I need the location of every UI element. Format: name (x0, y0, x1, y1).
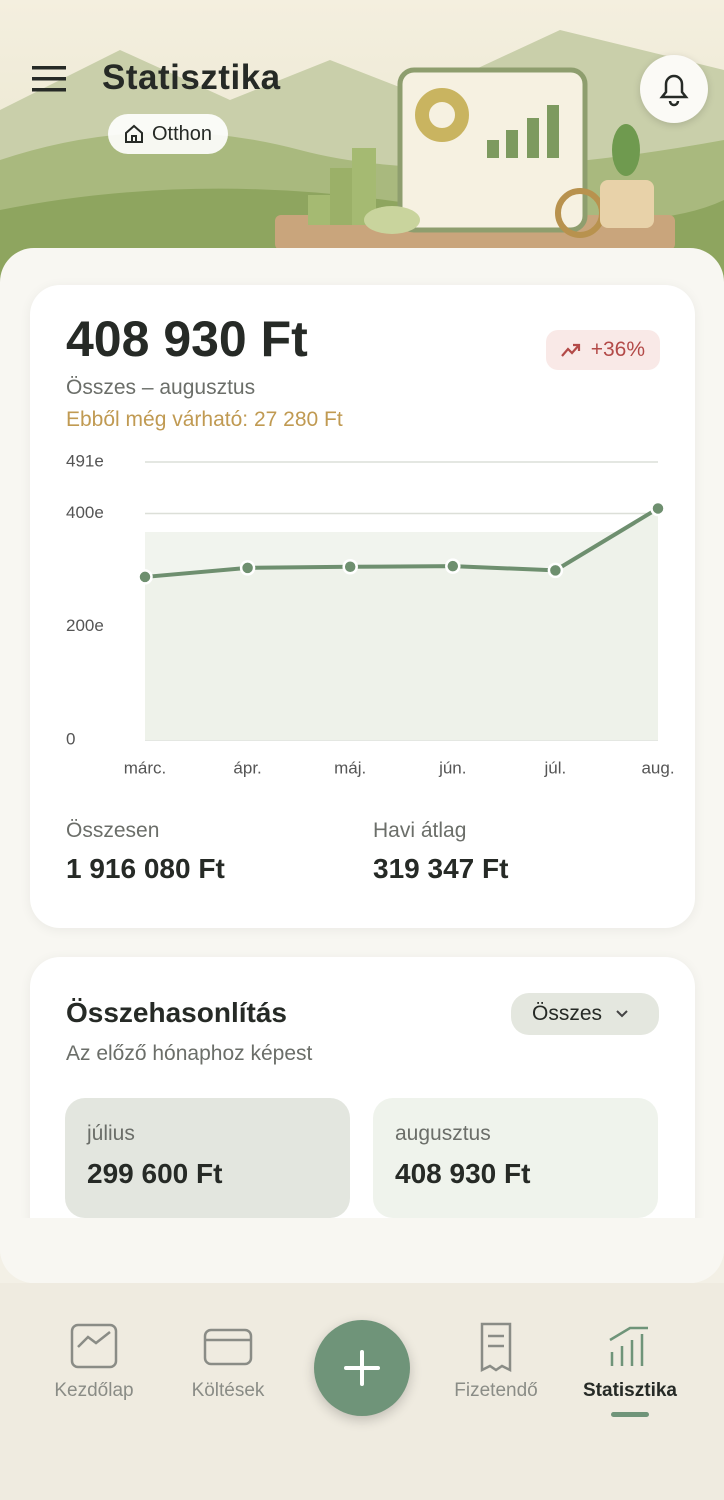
compare-amount: 299 600 Ft (87, 1158, 223, 1189)
y-tick-label: 491e (66, 451, 104, 470)
compare-month: augusztus (395, 1122, 491, 1145)
notification-button[interactable] (640, 55, 708, 123)
point (547, 562, 564, 579)
line-chart: 0 200e 400e 491e márc. ápr. máj. jún. júl. aug. (66, 451, 675, 777)
x-tick-label: ápr. (233, 758, 261, 777)
x-tick-label: jún. (438, 758, 466, 777)
nav-icons (70, 1322, 649, 1417)
nav-item[interactable]: Fizetendő (454, 1380, 538, 1401)
y-tick-label: 400e (66, 503, 104, 522)
x-tick-label: aug. (641, 758, 674, 777)
point (445, 558, 461, 574)
compare-card (65, 1098, 350, 1218)
x-tick-label: márc. (124, 758, 167, 777)
change-value: +36% (590, 338, 645, 361)
chevron-icon (616, 1010, 628, 1018)
point (239, 560, 256, 576)
bell-icon (659, 74, 689, 107)
nav-item[interactable]: Statisztika (583, 1380, 677, 1401)
nav-item[interactable]: Kezdőlap (54, 1380, 134, 1401)
sheet-bottom (0, 1218, 724, 1283)
compare-amount: 408 930 Ft (395, 1158, 531, 1189)
compare-month: július (87, 1122, 135, 1145)
x-tick-label: júl. (544, 758, 567, 777)
nav-item[interactable]: Költések (191, 1380, 265, 1401)
point (342, 558, 358, 575)
total-amount: 408 930 Ft (66, 311, 308, 367)
line (144, 506, 660, 579)
avg-label: Havi átlag (373, 819, 467, 842)
trend-icon (561, 343, 581, 357)
filter-dropdown[interactable]: Összes (511, 993, 659, 1035)
home-icon (125, 124, 143, 143)
plus-icon (344, 1350, 380, 1386)
point (650, 500, 666, 517)
sum-value: 1 916 080 Ft (66, 853, 225, 884)
expected-note: Ebből még várható: 27 280 Ft (66, 408, 343, 431)
x-tick-label: máj. (334, 758, 366, 777)
change-badge: +36% (546, 330, 660, 370)
point (137, 569, 153, 585)
y-tick-label: 0 (66, 729, 75, 748)
add-button[interactable] (314, 1320, 410, 1416)
y-tick-label: 200e (66, 616, 104, 635)
comparison-subtitle: Az előző hónaphoz képest (66, 1042, 313, 1065)
compare-card (373, 1098, 658, 1218)
filter-value: Összes (532, 1002, 603, 1025)
comparison-title: Összehasonlítás (66, 997, 287, 1028)
sum-label: Összesen (66, 819, 160, 842)
avg-value: 319 347 Ft (373, 853, 509, 884)
area (145, 508, 658, 740)
menu-icon[interactable] (32, 66, 68, 92)
total-subtitle: Összes – augusztus (66, 376, 256, 399)
screen-title: Statisztika (102, 58, 281, 97)
household-chip[interactable]: Otthon (108, 114, 229, 154)
header-illustration (0, 0, 724, 300)
